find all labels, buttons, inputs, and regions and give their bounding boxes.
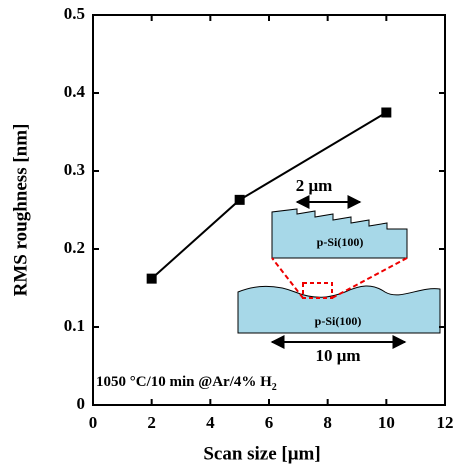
x-tick-label: 10: [378, 413, 395, 432]
y-tick-label: 0.5: [64, 4, 85, 23]
y-tick-label: 0.3: [64, 160, 85, 179]
x-tick-label: 4: [206, 413, 215, 432]
x-tick-label: 0: [89, 413, 98, 432]
y-tick-label: 0: [77, 394, 86, 413]
annotation-text: 1050 °C/10 min @Ar/4% H: [96, 374, 272, 390]
inset-label: p-Si(100): [315, 314, 362, 328]
inset-bottom-shape: [237, 285, 441, 334]
x-tick-label: 8: [323, 413, 332, 432]
annotation: 1050 °C/10 min @Ar/4% H2: [96, 374, 277, 393]
inset-scale: 2 μm: [296, 176, 333, 195]
annotation-subscript: 2: [272, 382, 277, 393]
plot-frame: [92, 14, 446, 406]
y-tick-label: 0.1: [64, 316, 85, 335]
y-tick-label: 0.2: [64, 238, 85, 257]
y-tick-label: 0.4: [64, 82, 86, 101]
zoom-box: [302, 282, 333, 299]
inset-top-shape: [271, 208, 408, 259]
point: [381, 107, 392, 118]
point: [146, 273, 157, 284]
inset-scale: 10 μm: [315, 346, 360, 365]
zoom-line: [331, 257, 408, 299]
inset-label: p-Si(100): [317, 235, 364, 249]
y-axis-label: RMS roughness [nm]: [10, 124, 31, 297]
x-tick-label: 12: [437, 413, 454, 432]
inset: p-Si(100) 2 μm p-Si(100) 10 μm: [237, 176, 441, 365]
zoom-line: [271, 257, 304, 299]
x-tick-label: 6: [265, 413, 274, 432]
x-axis-label: Scan size [μm]: [203, 443, 320, 464]
point: [234, 194, 245, 205]
x-tick-label: 2: [147, 413, 156, 432]
